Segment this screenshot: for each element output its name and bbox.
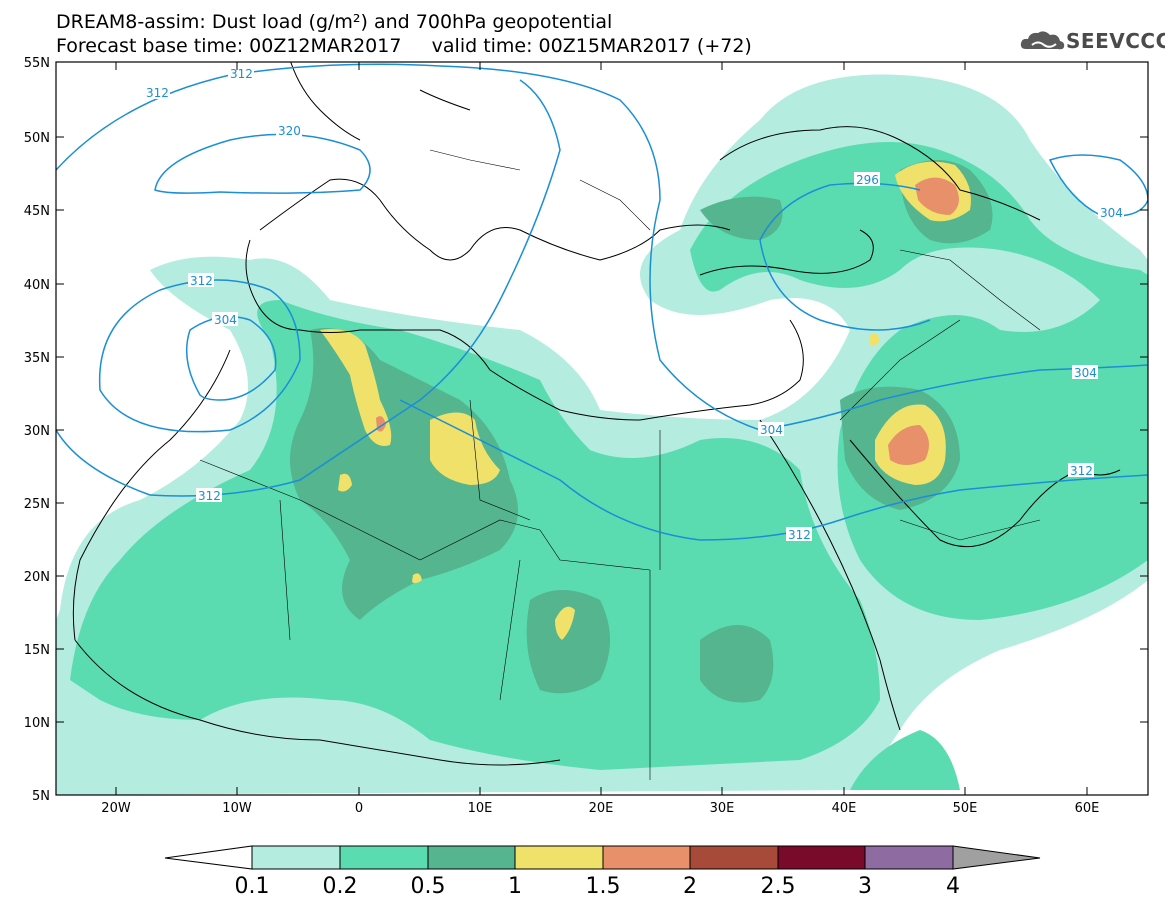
contour-label: 312: [198, 489, 221, 503]
lat-label: 25N: [24, 497, 50, 512]
contour-label: 304: [1074, 366, 1097, 380]
longitude-axis: 20W 10W 0 10E 20E 30E 40E 50E 60E: [101, 62, 1099, 816]
colorbar-segment: [777, 845, 866, 870]
colorbar-high-arrow: [952, 845, 1041, 870]
contour-label: 296: [856, 173, 879, 187]
colorbar-tick: 2.5: [761, 874, 796, 899]
colorbar-tick: 1: [508, 874, 522, 899]
colorbar-segment: [689, 845, 779, 870]
colorbar-tick: 0.2: [323, 874, 358, 899]
lon-label: 20W: [101, 801, 131, 816]
contour-label: 304: [214, 313, 237, 327]
contour-label: 312: [190, 274, 213, 288]
contour-label: 312: [230, 67, 253, 81]
lat-label: 15N: [24, 643, 50, 658]
lat-label: 45N: [24, 204, 50, 219]
colorbar: 0.1 0.2 0.5 1 1.5 2 2.5 3 4: [164, 845, 1041, 899]
lon-label: 50E: [953, 801, 978, 816]
colorbar-segment: [427, 845, 516, 870]
lat-label: 20N: [24, 570, 50, 585]
lon-label: 10E: [468, 801, 493, 816]
contour-label: 320: [278, 124, 301, 138]
logo-text: SEEVCCC: [1066, 29, 1165, 53]
colorbar-segment: [339, 845, 429, 870]
colorbar-tick: 4: [946, 874, 960, 899]
contour-labels: 312 312 320 312 304 304 312 304 312 296 …: [144, 66, 1124, 542]
seevccc-logo: SEEVCCC: [1018, 26, 1165, 56]
map-subtitle: Forecast base time: 00Z12MAR2017 valid t…: [56, 35, 752, 57]
colorbar-segment: [602, 845, 691, 870]
map-title: DREAM8-assim: Dust load (g/m²) and 700hP…: [56, 11, 613, 33]
plot-area: 312 312 320 312 304 304 312 304 312 296 …: [56, 62, 1148, 795]
colorbar-low-arrow: [164, 845, 253, 870]
colorbar-tick: 1.5: [586, 874, 621, 899]
country-borders: [199, 149, 1041, 780]
lat-label: 50N: [24, 131, 50, 146]
contour-label: 304: [760, 423, 783, 437]
map-frame: [55, 61, 1149, 796]
colorbar-segment: [251, 845, 341, 870]
lon-label: 10W: [222, 801, 252, 816]
lon-label: 20E: [589, 801, 614, 816]
dust-layer-15-2: [376, 177, 959, 465]
lat-label: 35N: [24, 351, 50, 366]
lat-label: 30N: [24, 424, 50, 439]
lon-label: 40E: [832, 801, 857, 816]
colorbar-segment: [514, 845, 604, 870]
cloud-logo-icon: [1020, 31, 1065, 50]
contour-label: 312: [788, 528, 811, 542]
lat-label: 40N: [24, 278, 50, 293]
lon-label: 0: [355, 801, 363, 816]
lat-label: 5N: [32, 789, 50, 804]
colorbar-tick: 3: [858, 874, 872, 899]
contour-label: 312: [1070, 464, 1093, 478]
colorbar-tick: 0.1: [235, 874, 270, 899]
contour-label: 312: [146, 86, 169, 100]
contour-label: 304: [1100, 206, 1123, 220]
lat-label: 10N: [24, 716, 50, 731]
colorbar-tick: 2: [683, 874, 697, 899]
lon-label: 60E: [1075, 801, 1100, 816]
lat-label: 55N: [24, 56, 50, 71]
colorbar-tick: 0.5: [411, 874, 446, 899]
latitude-axis: 55N 50N 45N 40N 35N 30N 25N 20N 15N 10N …: [24, 56, 1148, 804]
colorbar-segment: [864, 845, 954, 870]
lon-label: 30E: [710, 801, 735, 816]
